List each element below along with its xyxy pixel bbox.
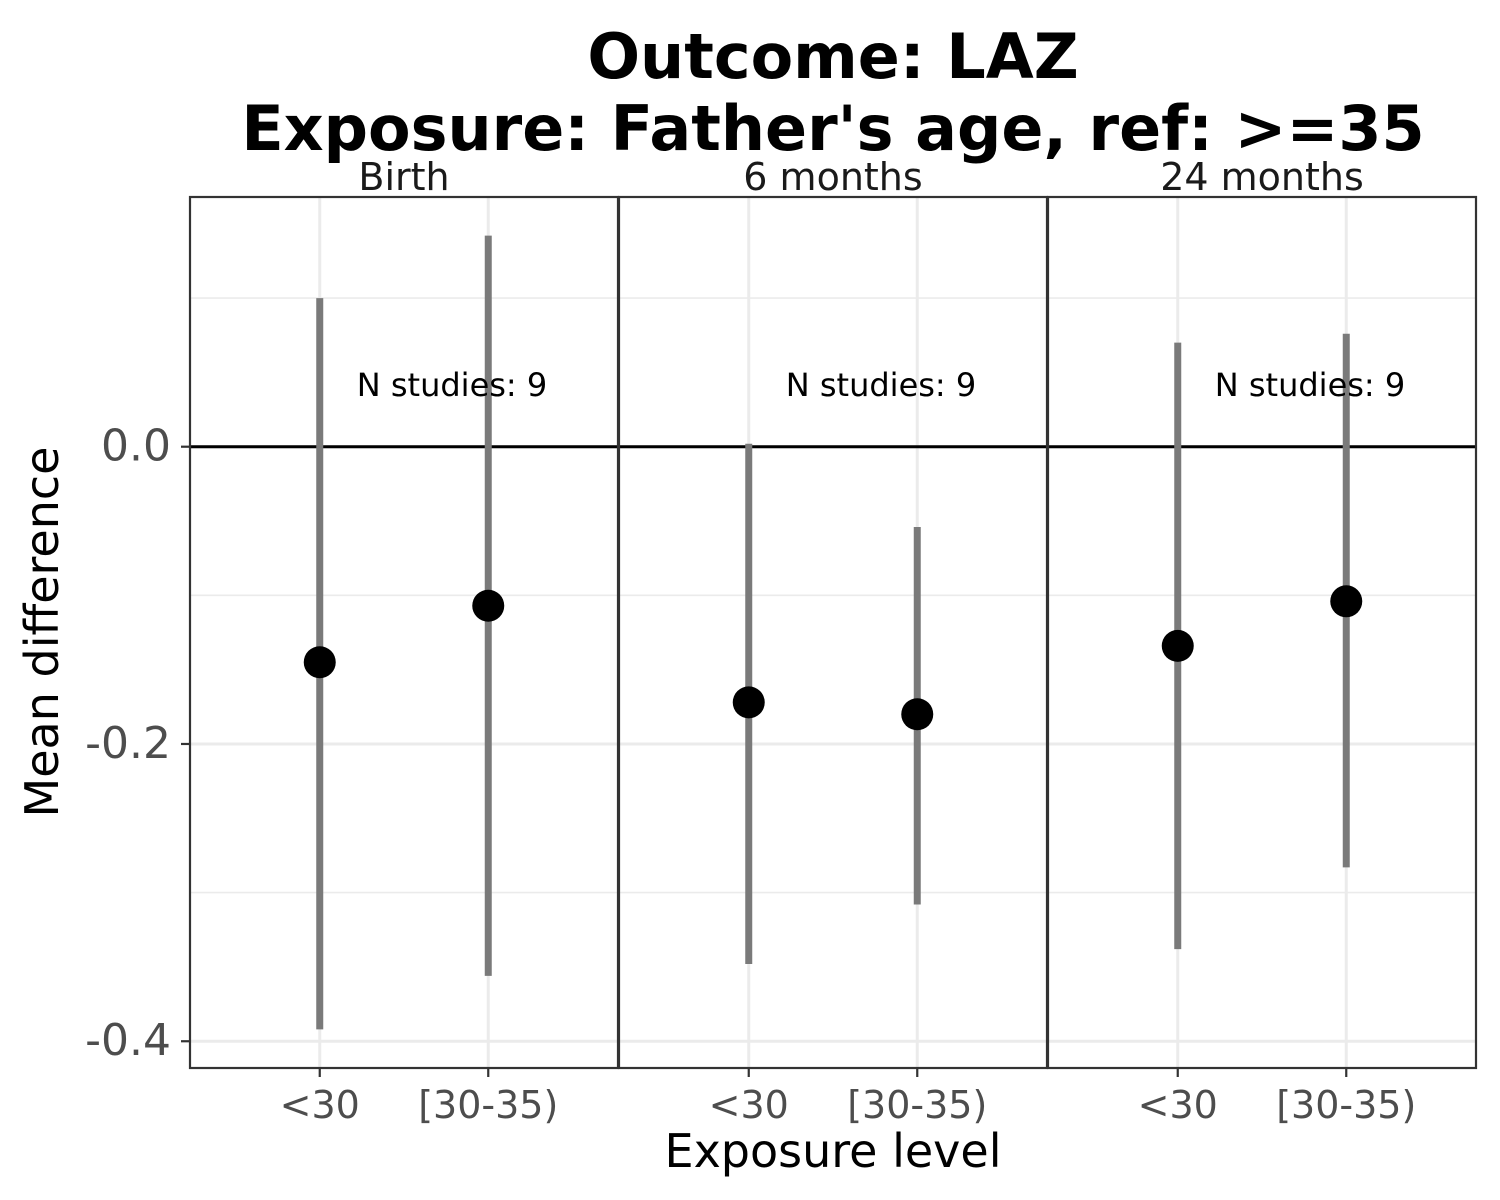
facet-strip-label: 24 months: [1160, 155, 1364, 199]
x-tick-label: <30: [1138, 1083, 1218, 1127]
point-estimate: [1330, 585, 1363, 618]
point-estimate: [732, 686, 765, 719]
point-estimate: [1161, 629, 1194, 662]
chart-title: Outcome: LAZ: [587, 20, 1078, 93]
point-estimate: [472, 589, 505, 622]
facet-panels: N studies: 9 Birth <30 [30-35) N studies: 9 6…: [188, 155, 1478, 1127]
y-tick-label: 0.0: [101, 421, 171, 472]
facet-panel-1: N studies: 9 6 months <30 [30-35): [617, 155, 1049, 1127]
n-studies-annotation: N studies: 9: [786, 366, 976, 404]
x-tick-label: [30-35): [847, 1083, 987, 1127]
x-tick-label: [30-35): [418, 1083, 558, 1127]
point-estimate: [901, 698, 934, 731]
n-studies-annotation: N studies: 9: [1215, 366, 1405, 404]
x-tick-label: [30-35): [1276, 1083, 1416, 1127]
facet-panel-2: N studies: 9 24 months <30 [30-35): [1046, 155, 1478, 1127]
n-studies-annotation: N studies: 9: [357, 366, 547, 404]
panel-background: [619, 197, 1047, 1068]
x-tick-label: <30: [709, 1083, 789, 1127]
x-axis-title: Exposure level: [665, 1124, 1002, 1178]
facet-panel-0: N studies: 9 Birth <30 [30-35): [188, 155, 620, 1127]
facet-strip-label: 6 months: [743, 155, 922, 199]
panel-background: [1048, 197, 1476, 1068]
y-tick-label: -0.2: [85, 718, 171, 769]
point-estimate: [303, 646, 336, 679]
facet-strip-label: Birth: [358, 155, 449, 199]
y-tick-label: -0.4: [85, 1015, 171, 1066]
y-axis: 0.0 -0.2 -0.4: [85, 421, 190, 1066]
panel-background: [190, 197, 618, 1068]
panel-border: [1046, 195, 1478, 1070]
chart-subtitle: Exposure: Father's age, ref: >=35: [241, 92, 1424, 165]
y-axis-title: Mean difference: [15, 447, 69, 818]
x-tick-label: <30: [280, 1083, 360, 1127]
